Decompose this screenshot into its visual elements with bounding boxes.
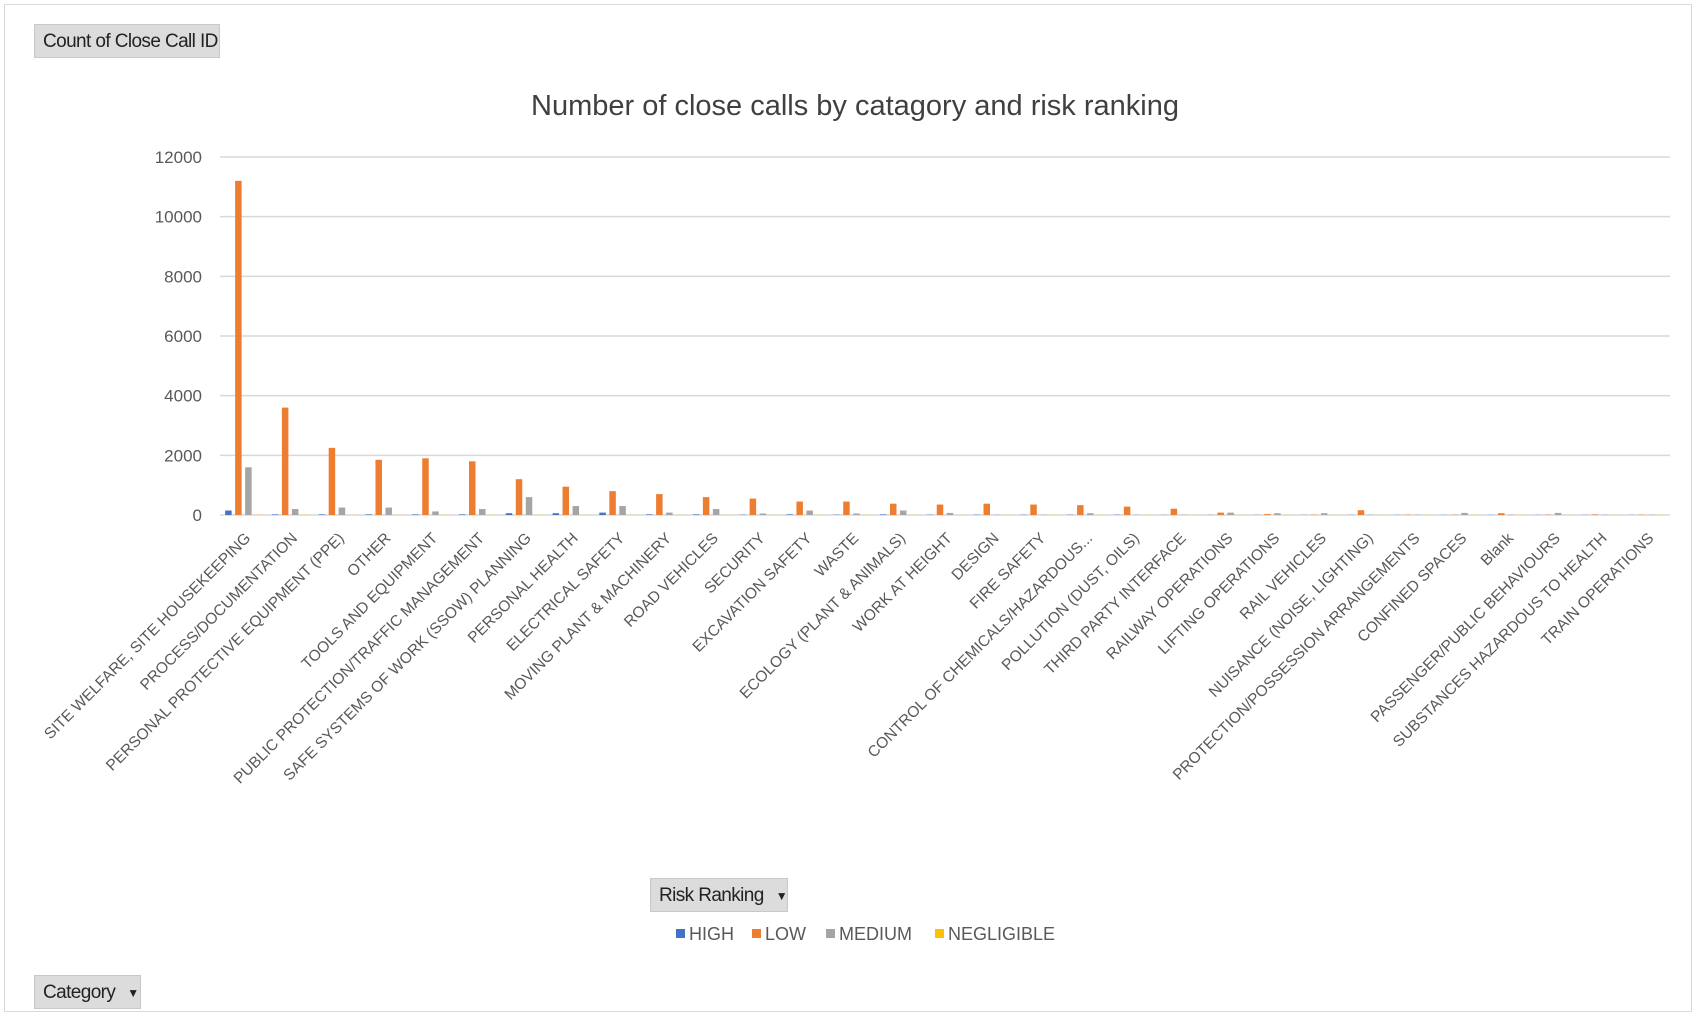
x-tick-label: RAIL VEHICLES	[1237, 530, 1330, 623]
dropdown-arrow-icon[interactable]: ▼	[775, 889, 788, 903]
bar-high	[646, 514, 653, 515]
bar-medium	[245, 467, 252, 515]
bar-medium	[385, 507, 392, 515]
legend-field-label: Risk Ranking	[659, 885, 764, 907]
bar-low	[796, 501, 803, 515]
y-tick-label: 6000	[164, 327, 202, 346]
bar-low	[235, 180, 242, 515]
bar-low	[983, 503, 991, 515]
axis-field-label: Category	[43, 982, 116, 1004]
bar-high	[225, 510, 232, 515]
legend-swatch-low	[752, 929, 761, 938]
x-tick-label: MOVING PLANT & MACHINERY	[502, 530, 676, 704]
bar-low	[422, 458, 429, 515]
bar-medium	[619, 506, 626, 515]
bar-low	[1123, 506, 1131, 515]
bar-low	[1264, 514, 1271, 515]
bar-medium	[1274, 513, 1281, 515]
bar-low	[656, 494, 663, 515]
bar-high	[599, 512, 606, 515]
legend-label-high: HIGH	[689, 924, 734, 944]
legend-label-medium: MEDIUM	[839, 924, 912, 944]
y-tick-label: 0	[193, 506, 202, 525]
bar-low	[1170, 508, 1178, 515]
bar-high	[552, 513, 560, 515]
y-tick-label: 12000	[155, 148, 202, 167]
bar-medium	[759, 513, 767, 515]
bar-medium	[946, 512, 954, 515]
bar-high	[412, 514, 419, 515]
bar-medium	[525, 497, 533, 515]
bar-low	[515, 479, 523, 515]
bar-medium	[1461, 512, 1468, 515]
x-tick-label: Blank	[1478, 530, 1518, 570]
x-tick-label: SITE WELFARE, SITE HOUSEKEEPING	[41, 530, 254, 743]
y-tick-label: 10000	[155, 208, 202, 227]
y-tick-label: 2000	[164, 446, 202, 465]
bar-high	[459, 514, 466, 515]
bar-low	[1591, 514, 1599, 515]
bar-high	[271, 514, 279, 515]
bar-high	[505, 513, 513, 515]
bar-low	[609, 491, 616, 515]
x-tick-label: ECOLOGY (PLANT & ANIMALS)	[737, 530, 909, 702]
bar-low	[375, 459, 382, 515]
bar-medium	[1087, 513, 1094, 515]
bar-low	[702, 497, 710, 515]
bar-medium	[432, 511, 439, 515]
bar-medium	[1320, 513, 1328, 515]
x-tick-label: SUBSTANCES HAZARDOUS TO HEALTH	[1390, 530, 1611, 751]
bar-low	[281, 407, 289, 515]
bar-low	[1498, 513, 1505, 515]
dropdown-arrow-icon[interactable]: ▼	[127, 986, 139, 1000]
legend-swatch-high	[676, 929, 685, 938]
bar-low	[469, 461, 476, 515]
bar-high	[786, 514, 793, 515]
bar-low	[889, 503, 897, 515]
bar-low	[1217, 512, 1224, 515]
bar-high	[365, 514, 372, 515]
bar-medium	[712, 509, 720, 515]
bar-low	[328, 447, 336, 515]
legend-swatch-negligible	[935, 929, 944, 938]
bar-medium	[1554, 512, 1562, 515]
bar-medium	[338, 507, 346, 515]
bar-medium	[806, 510, 813, 515]
bar-low	[1357, 510, 1365, 515]
chart-title: Number of close calls by catagory and ri…	[531, 90, 1179, 122]
legend-label-low: LOW	[765, 924, 806, 944]
legend-field-button[interactable]: Risk Ranking ▼	[650, 878, 788, 912]
bar-high	[318, 514, 326, 515]
bar-medium	[899, 510, 907, 515]
bar-low	[1030, 504, 1037, 515]
bar-medium	[291, 509, 299, 515]
axis-field-button[interactable]: Category ▼	[34, 975, 141, 1009]
bar-low	[936, 504, 944, 515]
bar-medium	[666, 512, 673, 515]
bar-high	[879, 514, 887, 515]
bar-medium	[853, 513, 860, 515]
legend-label-negligible: NEGLIGIBLE	[948, 924, 1055, 944]
bar-medium	[572, 506, 580, 515]
y-tick-label: 8000	[164, 267, 202, 286]
bar-low	[843, 501, 850, 515]
bar-low	[1077, 505, 1084, 515]
bar-low	[749, 498, 757, 515]
legend-swatch-medium	[826, 929, 835, 938]
values-field-button[interactable]: Count of Close Call ID	[34, 24, 220, 58]
bar-low	[562, 486, 570, 515]
values-field-label: Count of Close Call ID	[43, 31, 218, 52]
y-tick-label: 4000	[164, 387, 202, 406]
bar-medium	[1227, 512, 1234, 515]
bar-high	[692, 514, 700, 515]
bar-medium	[479, 509, 486, 515]
